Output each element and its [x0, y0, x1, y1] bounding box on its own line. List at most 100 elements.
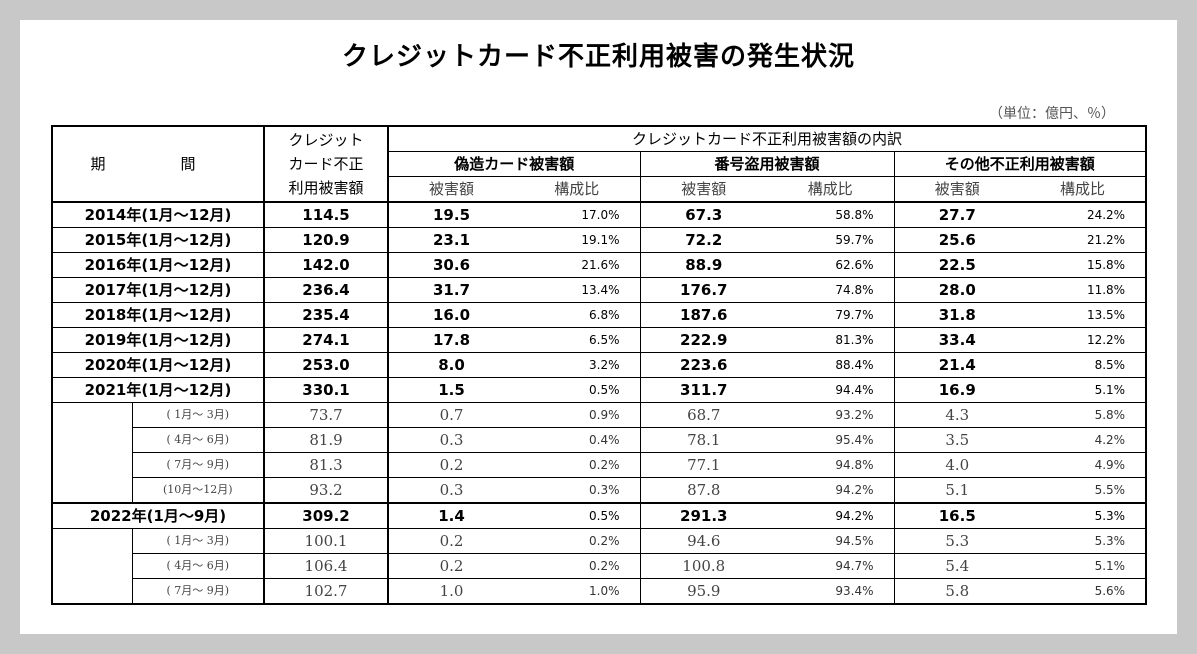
counterfeit-ratio: 0.2%	[514, 452, 641, 478]
amount-header: 被害額	[640, 176, 768, 203]
counterfeit-ratio: 0.4%	[514, 427, 641, 453]
table-row: 2017年(1月～12月) 236.4 31.7 13.4% 176.7 74.…	[51, 277, 1147, 303]
other-amount: 5.4	[945, 557, 970, 575]
other-amount: 5.8	[945, 582, 970, 600]
total-header-line1: クレジット	[288, 131, 364, 149]
period-header: 期 間	[52, 126, 266, 203]
header-row-3: 被害額 構成比 被害額 構成比 被害額 構成比	[52, 176, 1147, 203]
amount-header: 被害額	[388, 176, 515, 203]
other-ratio: 24.2%	[1086, 208, 1126, 222]
total-value: 73.7	[264, 402, 390, 428]
number-theft-ratio: 94.5%	[767, 528, 895, 554]
counterfeit-amount: 0.3	[439, 431, 464, 449]
number-theft-amount: 291.3	[680, 507, 728, 525]
table-row: 2021年(1月～12月) 330.1 1.5 0.5% 311.7 94.4%…	[51, 377, 1147, 403]
ratio-header: 構成比	[514, 176, 641, 203]
number-theft-ratio: 94.2%	[767, 477, 895, 504]
unit-note: （単位：億円、％）	[989, 106, 1115, 122]
counterfeit-ratio: 0.2%	[514, 528, 641, 554]
table-row: 2019年(1月～12月) 274.1 17.8 6.5% 222.9 81.3…	[51, 327, 1147, 353]
other-amount: 21.4	[938, 356, 976, 374]
period-label: 2018年(1月～12月)	[51, 302, 266, 328]
other-amount: 31.8	[938, 306, 976, 324]
table-row: ( 1月～ 3月) 100.1 0.2 0.2% 94.6 94.5% 5.3 …	[52, 528, 1147, 554]
header-row-2: 偽造カード被害額 番号盗用被害額 その他不正利用被害額	[52, 151, 1147, 177]
number-theft-amount: 187.6	[680, 306, 728, 324]
ratio-header: 構成比	[767, 176, 895, 203]
other-amount: 3.5	[945, 431, 970, 449]
total-value: 274.1	[264, 327, 390, 353]
number-theft-amount: 88.9	[685, 256, 723, 274]
number-theft-amount: 94.6	[687, 532, 721, 550]
number-theft-ratio: 94.7%	[767, 553, 895, 579]
number-theft-ratio: 58.8%	[767, 202, 895, 228]
counterfeit-amount: 16.0	[433, 306, 471, 324]
period-label: 2015年(1月～12月)	[51, 227, 266, 253]
number-theft-ratio: 59.7%	[767, 227, 895, 253]
counterfeit-ratio: 3.2%	[514, 352, 641, 378]
number-theft-amount: 95.9	[687, 582, 721, 600]
total-value: 100.1	[264, 528, 390, 554]
table-body: 2014年(1月～12月) 114.5 19.5 17.0% 67.3 58.8…	[51, 201, 1147, 604]
counterfeit-ratio: 0.2%	[514, 553, 641, 579]
counterfeit-amount: 0.2	[439, 456, 464, 474]
document-sheet: クレジットカード不正利用被害の発生状況 （単位：億円、％） 期 間 クレジット …	[20, 20, 1177, 634]
counterfeit-ratio: 21.6%	[514, 252, 641, 278]
counterfeit-amount: 0.7	[439, 406, 464, 424]
quarter-label: ( 7月～ 9月)	[131, 452, 266, 478]
counterfeit-header: 偽造カード被害額	[388, 151, 641, 177]
number-theft-ratio: 94.2%	[767, 503, 895, 529]
total-value: 236.4	[264, 277, 390, 303]
total-header: クレジット カード不正 利用被害額	[264, 126, 390, 203]
total-value: 330.1	[264, 377, 390, 403]
ratio-header: 構成比	[1020, 176, 1147, 203]
number-theft-ratio: 88.4%	[767, 352, 895, 378]
quarter-label: (10月～12月)	[131, 477, 266, 504]
other-amount: 5.1	[894, 477, 1021, 504]
number-theft-ratio: 95.4%	[767, 427, 895, 453]
counterfeit-ratio: 6.8%	[514, 302, 641, 328]
other-amount: 16.5	[938, 507, 976, 525]
other-ratio: 5.1%	[1094, 559, 1126, 573]
total-value: 81.9	[264, 427, 390, 453]
total-value: 142.0	[264, 252, 390, 278]
number-theft-header: 番号盗用被害額	[640, 151, 895, 177]
table-row: 2020年(1月～12月) 253.0 8.0 3.2% 223.6 88.4%…	[51, 352, 1147, 378]
counterfeit-amount: 0.3	[388, 477, 515, 504]
counterfeit-amount: 0.2	[439, 532, 464, 550]
other-amount: 16.9	[938, 381, 976, 399]
counterfeit-amount: 1.5	[438, 381, 465, 399]
number-theft-ratio: 74.8%	[767, 277, 895, 303]
other-amount: 4.0	[945, 456, 970, 474]
other-ratio: 12.2%	[1086, 333, 1126, 347]
amount-header: 被害額	[894, 176, 1021, 203]
other-ratio: 5.1%	[1094, 383, 1126, 397]
counterfeit-ratio: 13.4%	[514, 277, 641, 303]
other-ratio: 5.6%	[1094, 584, 1126, 598]
number-theft-ratio: 81.3%	[767, 327, 895, 353]
period-label: 2019年(1月～12月)	[51, 327, 266, 353]
total-value: 81.3	[264, 452, 390, 478]
other-ratio: 5.5%	[1020, 477, 1147, 504]
period-label: 2016年(1月～12月)	[51, 252, 266, 278]
total-header-line3: 利用被害額	[288, 179, 364, 197]
other-ratio: 11.8%	[1086, 283, 1126, 297]
counterfeit-amount: 1.0	[439, 582, 464, 600]
counterfeit-ratio: 0.5%	[514, 503, 641, 529]
total-value: 120.9	[264, 227, 390, 253]
table-row: ( 4月～ 6月) 81.9 0.3 0.4% 78.1 95.4% 3.5 4…	[52, 427, 1147, 453]
table-row: 2022年(1月～9月) 309.2 1.4 0.5% 291.3 94.2% …	[51, 502, 1147, 529]
counterfeit-amount: 0.2	[439, 557, 464, 575]
other-ratio: 5.3%	[1094, 509, 1126, 523]
quarter-label: ( 4月～ 6月)	[131, 427, 266, 453]
total-value: 102.7	[264, 578, 390, 604]
period-label: 2021年(1月～12月)	[51, 377, 266, 403]
other-ratio: 8.5%	[1094, 358, 1126, 372]
total-value: 106.4	[264, 553, 390, 579]
counterfeit-amount: 30.6	[433, 256, 471, 274]
table-row: ( 4月～ 6月) 106.4 0.2 0.2% 100.8 94.7% 5.4…	[52, 553, 1147, 579]
header-row-1: 期 間 クレジット カード不正 利用被害額 クレジットカード不正利用被害額の内訳	[52, 126, 1147, 203]
counterfeit-ratio: 0.5%	[514, 377, 641, 403]
counterfeit-amount: 31.7	[433, 281, 471, 299]
number-theft-ratio: 79.7%	[767, 302, 895, 328]
